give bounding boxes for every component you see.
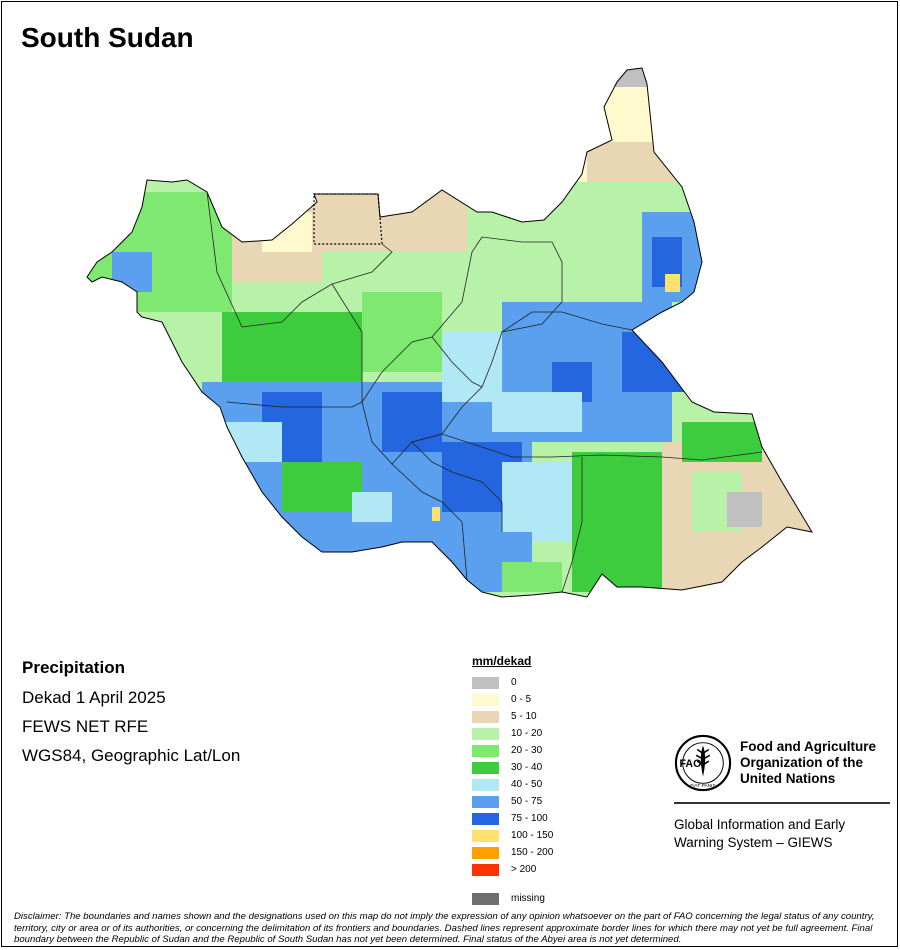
legend-swatch-missing xyxy=(472,892,499,905)
legend-row: 5 - 10 xyxy=(472,708,553,725)
fao-logo-motto: FIAT PANIS xyxy=(690,783,716,789)
legend-label: 30 - 40 xyxy=(511,762,543,773)
rainfall-raster xyxy=(87,68,812,597)
legend-label: > 200 xyxy=(511,864,537,875)
legend-label: 20 - 30 xyxy=(511,745,543,756)
legend-row: 50 - 75 xyxy=(472,793,553,810)
legend-row: 150 - 200 xyxy=(472,844,553,861)
legend-row-missing: missing xyxy=(472,890,553,907)
legend-label: 0 - 5 xyxy=(511,694,532,705)
legend-row: 0 - 5 xyxy=(472,691,553,708)
legend-row: 20 - 30 xyxy=(472,742,553,759)
legend: mm/dekad 0 0 - 5 5 - 10 10 - 20 20 - 30 30 - … xyxy=(472,654,553,907)
legend-label: 100 - 150 xyxy=(511,830,554,841)
legend-label: 10 - 20 xyxy=(511,728,543,739)
info-source: FEWS NET RFE xyxy=(22,717,149,736)
legend-label: 75 - 100 xyxy=(511,813,548,824)
fao-name-line-2: Organization of the xyxy=(740,755,863,770)
legend-label: 5 - 10 xyxy=(511,711,537,722)
map-svg xyxy=(86,67,814,598)
fao-divider xyxy=(674,802,890,804)
legend-row: 0 xyxy=(472,674,553,691)
legend-swatch xyxy=(472,676,499,689)
fao-logo-icon: FAO FIAT PANIS xyxy=(674,734,732,792)
fao-name-line-1: Food and Agriculture xyxy=(740,739,876,754)
legend-label: 150 - 200 xyxy=(511,847,554,858)
info-projection: WGS84, Geographic Lat/Lon xyxy=(22,746,241,765)
legend-swatch xyxy=(472,846,499,859)
fao-name-line-3: United Nations xyxy=(740,771,836,786)
state-boundaries xyxy=(206,191,763,593)
fao-logo-text: FAO xyxy=(680,758,702,770)
map-info: Precipitation Dekad 1 April 2025 FEWS NE… xyxy=(22,658,240,775)
legend-swatch xyxy=(472,710,499,723)
fao-name: Food and Agriculture Organization of the… xyxy=(740,739,876,787)
legend-row: 10 - 20 xyxy=(472,725,553,742)
legend-label: 50 - 75 xyxy=(511,796,543,807)
legend-swatch xyxy=(472,812,499,825)
legend-label-missing: missing xyxy=(511,893,545,904)
precipitation-map xyxy=(82,62,822,612)
legend-label: 0 xyxy=(511,677,517,688)
disclaimer: Disclaimer: The boundaries and names sho… xyxy=(14,911,875,946)
legend-row: 75 - 100 xyxy=(472,810,553,827)
legend-swatch xyxy=(472,863,499,876)
giews-line-1: Global Information and Early xyxy=(674,817,846,832)
giews-name: Global Information and Early Warning Sys… xyxy=(674,816,890,852)
map-title: South Sudan xyxy=(21,22,194,53)
abyei-dashed-border xyxy=(313,193,383,245)
legend-swatch xyxy=(472,795,499,808)
info-heading: Precipitation xyxy=(22,658,125,677)
legend-swatch xyxy=(472,761,499,774)
legend-title: mm/dekad xyxy=(472,654,532,668)
info-dekad: Dekad 1 April 2025 xyxy=(22,688,166,707)
legend-swatch xyxy=(472,829,499,842)
legend-row: > 200 xyxy=(472,861,553,878)
legend-swatch xyxy=(472,693,499,706)
legend-row: 40 - 50 xyxy=(472,776,553,793)
fao-block: FAO FIAT PANIS Food and Agriculture Orga… xyxy=(674,734,890,852)
legend-row: 30 - 40 xyxy=(472,759,553,776)
legend-swatch xyxy=(472,727,499,740)
legend-row: 100 - 150 xyxy=(472,827,553,844)
legend-label: 40 - 50 xyxy=(511,779,543,790)
legend-rows: 0 0 - 5 5 - 10 10 - 20 20 - 30 30 - 40 40 - 50… xyxy=(472,674,553,878)
legend-swatch xyxy=(472,744,499,757)
giews-line-2: Warning System – GIEWS xyxy=(674,835,833,850)
legend-swatch xyxy=(472,778,499,791)
